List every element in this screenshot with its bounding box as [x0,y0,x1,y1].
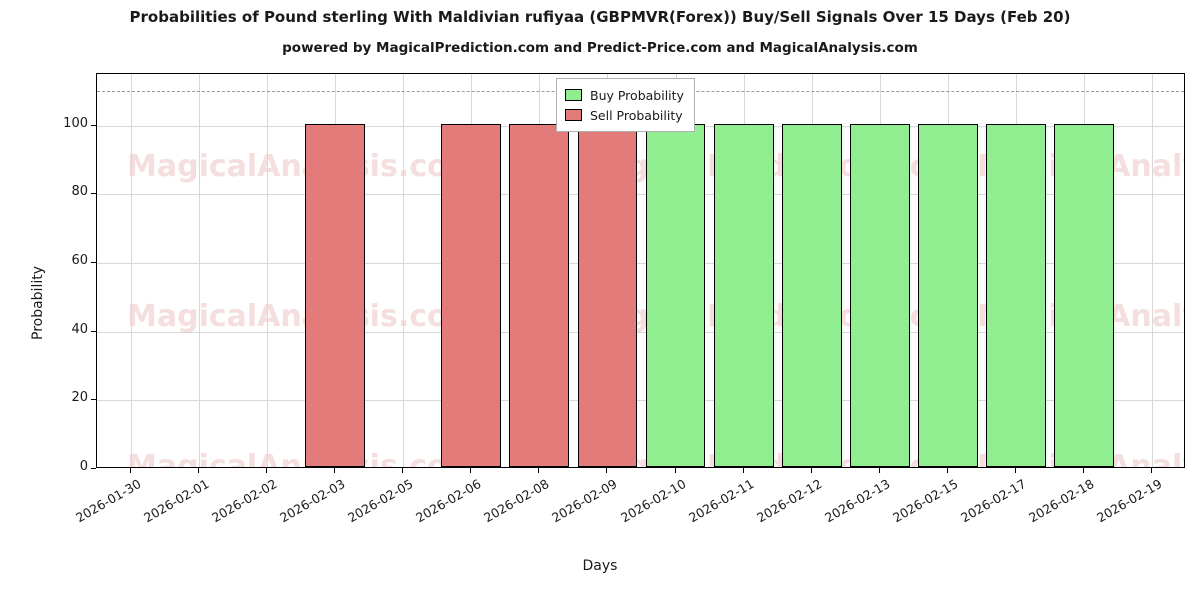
plot-area: MagicalAnalysis.comMagicalPrediction.com… [96,73,1185,468]
y-tick-mark [91,193,96,195]
gridline-horizontal [97,262,1184,264]
x-tick-mark [198,468,199,473]
bar-sell-2026-02-09 [577,123,638,467]
y-tick-label: 20 [71,390,88,406]
bar-buy-2026-02-18 [1053,123,1114,467]
x-tick-mark [334,468,335,473]
y-tick-label: 40 [71,321,88,337]
x-tick-mark [1151,468,1152,473]
watermark-text: MagicalAnalysis.com [127,299,479,334]
x-tick-label: 2026-01-30 [73,476,144,526]
gridline-horizontal [97,331,1184,333]
gridline-vertical [1152,74,1153,467]
gridline-vertical [131,74,132,467]
legend-swatch-sell-icon [565,109,582,121]
gridline-vertical [403,74,404,467]
legend-item-buy: Buy Probability [565,85,684,105]
x-axis-title: Days [582,558,618,574]
gridline-vertical [199,74,200,467]
x-tick-mark [402,468,403,473]
y-tick-mark [91,261,96,263]
gridline-horizontal [97,194,1184,196]
bar-buy-2026-02-15 [917,123,978,467]
gridline-vertical [267,74,268,467]
bar-sell-2026-02-03 [305,123,366,467]
legend: Buy Probability Sell Probability [556,78,695,132]
y-tick-label: 80 [71,184,88,200]
chart-subtitle: powered by MagicalPrediction.com and Pre… [282,40,918,56]
bar-buy-2026-02-12 [781,123,842,467]
chart-title: Probabilities of Pound sterling With Mal… [129,8,1071,26]
watermark-text: MagicalAnalysis.com [127,449,479,467]
x-tick-mark [130,468,131,473]
bar-sell-2026-02-06 [441,123,502,467]
legend-swatch-buy-icon [565,89,582,101]
bar-buy-2026-02-13 [849,123,910,467]
y-tick-label: 60 [71,252,88,268]
legend-label-sell: Sell Probability [590,107,683,123]
bar-buy-2026-02-17 [985,123,1046,467]
bar-buy-2026-02-10 [645,123,706,467]
x-tick-mark [266,468,267,473]
legend-label-buy: Buy Probability [590,87,684,103]
y-tick-mark [91,468,96,469]
bar-sell-2026-02-08 [509,123,570,467]
x-tick-mark [606,468,607,473]
x-tick-mark [811,468,812,473]
gridline-horizontal [97,400,1184,402]
x-tick-mark [538,468,539,473]
x-tick-mark [470,468,471,473]
y-tick-mark [91,399,96,401]
x-tick-mark [1083,468,1084,473]
y-axis-title: Probability [30,265,46,340]
x-tick-mark [879,468,880,473]
x-tick-mark [1015,468,1016,473]
y-tick-label: 100 [63,115,88,131]
legend-item-sell: Sell Probability [565,105,684,125]
x-tick-mark [947,468,948,473]
x-tick-mark [743,468,744,473]
bar-buy-2026-02-11 [713,123,774,467]
y-tick-mark [91,330,96,332]
x-tick-mark [675,468,676,473]
y-tick-label: 0 [79,459,88,474]
watermark-text: MagicalAnalysis.com [127,149,479,184]
y-tick-mark [91,124,96,126]
